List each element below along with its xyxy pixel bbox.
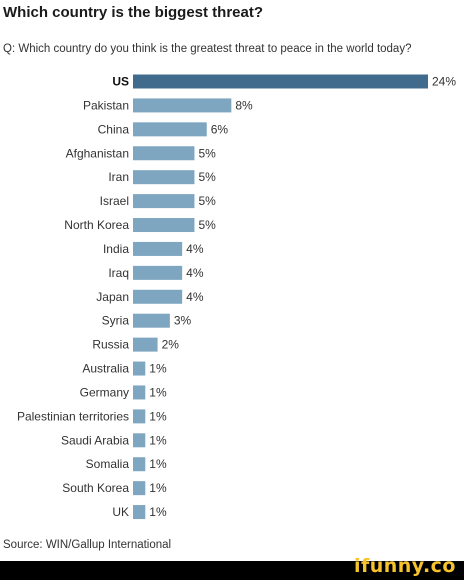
value-label: 2% (162, 338, 180, 352)
category-label: Iran (108, 170, 129, 184)
bar (133, 241, 183, 256)
bar (133, 361, 146, 376)
value-label: 5% (198, 218, 216, 232)
value-label: 1% (149, 433, 167, 447)
bar (133, 313, 170, 328)
bar (133, 122, 207, 137)
category-label: Israel (100, 194, 129, 208)
value-label: 8% (235, 98, 253, 112)
value-label: 4% (186, 290, 204, 304)
bar (133, 481, 146, 496)
category-label: Somalia (86, 457, 130, 471)
value-label: 4% (186, 266, 204, 280)
value-label: 6% (211, 122, 229, 136)
bar (133, 409, 146, 424)
category-label: China (98, 122, 130, 136)
value-label: 1% (149, 481, 167, 495)
value-label: 5% (198, 146, 216, 160)
bar (133, 146, 195, 161)
category-label: Pakistan (83, 98, 129, 112)
bar (133, 337, 158, 352)
value-label: 4% (186, 242, 204, 256)
category-label: Japan (96, 290, 129, 304)
watermark-logo: ifunny.co (353, 555, 456, 577)
bar (133, 265, 183, 280)
source-note: Source: WIN/Gallup International (3, 539, 172, 551)
category-label: Palestinian territories (17, 409, 129, 423)
category-label: North Korea (64, 218, 129, 232)
bar (133, 385, 146, 400)
value-label: 24% (432, 75, 456, 89)
bar (133, 98, 232, 113)
bar (133, 289, 183, 304)
category-label: UK (112, 505, 129, 519)
value-label: 1% (149, 457, 167, 471)
value-label: 5% (198, 170, 216, 184)
category-label: Iraq (108, 266, 129, 280)
value-label: 1% (149, 362, 167, 376)
bar (133, 505, 146, 520)
value-label: 5% (198, 194, 216, 208)
footer-bar (0, 561, 464, 580)
bar (133, 170, 195, 185)
bar (133, 433, 146, 448)
category-label: Saudi Arabia (61, 433, 129, 447)
category-label: South Korea (62, 481, 129, 495)
bar (133, 74, 428, 89)
category-label: US (112, 75, 129, 89)
category-label: Russia (92, 338, 129, 352)
category-label: Germany (80, 385, 129, 399)
chart-subtitle: Q: Which country do you think is the gre… (3, 43, 412, 55)
bar (133, 457, 146, 472)
category-label: Syria (102, 314, 130, 328)
bar (133, 218, 195, 233)
category-label: Australia (82, 362, 129, 376)
category-label: India (103, 242, 129, 256)
chart-title: Which country is the biggest threat? (3, 4, 264, 21)
value-label: 3% (174, 314, 192, 328)
category-label: Afghanistan (66, 146, 129, 160)
value-label: 1% (149, 505, 167, 519)
bar (133, 194, 195, 209)
value-label: 1% (149, 409, 167, 423)
value-label: 1% (149, 385, 167, 399)
